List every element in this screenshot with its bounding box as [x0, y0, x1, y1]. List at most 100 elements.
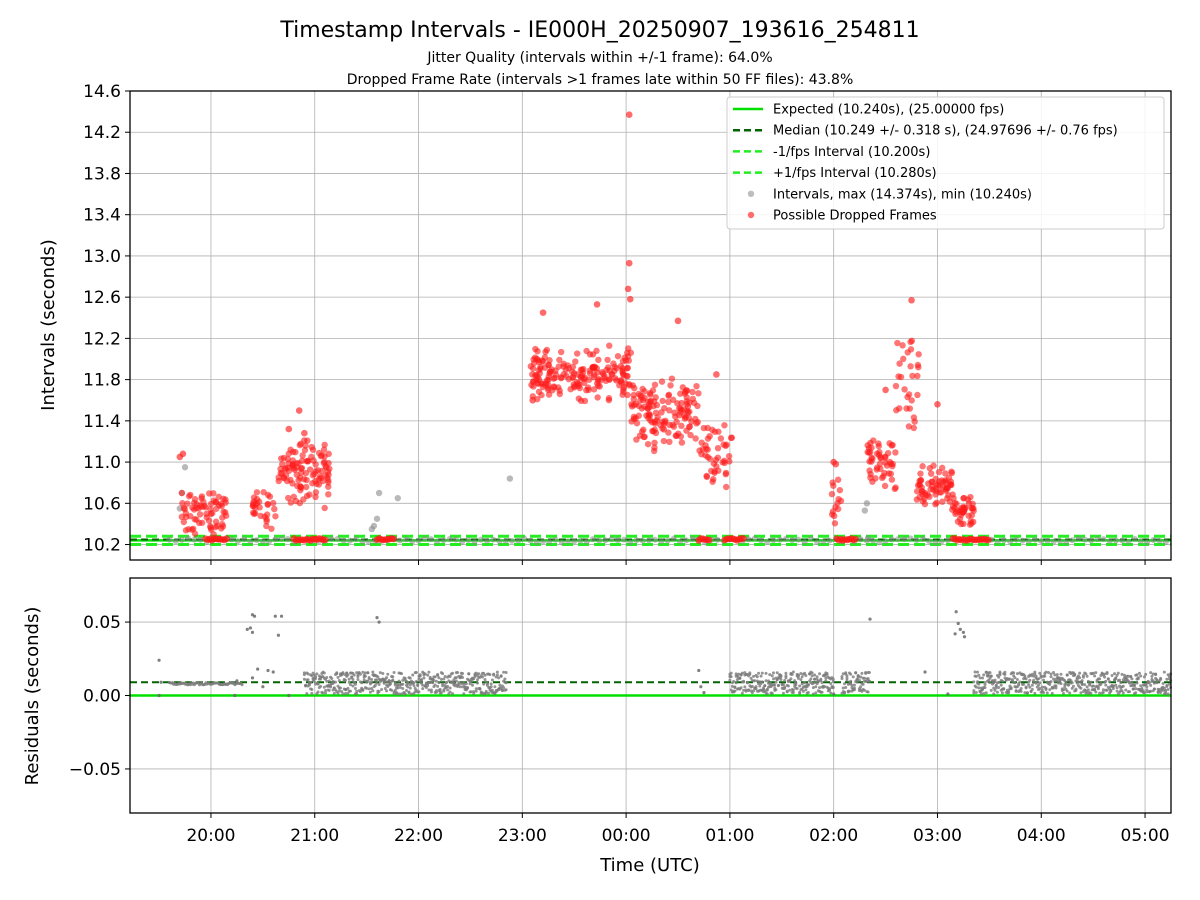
- residual-point: [1079, 686, 1083, 690]
- residual-point: [743, 685, 747, 689]
- residual-point: [1091, 684, 1095, 688]
- dropped-frame-point: [205, 517, 213, 524]
- dropped-frame-point: [665, 429, 672, 436]
- dropped-frame-point: [574, 350, 581, 357]
- residual-point: [1030, 683, 1034, 687]
- residual-point: [1065, 689, 1069, 693]
- residual-point: [759, 674, 763, 678]
- residual-point: [459, 682, 463, 686]
- residual-point: [1010, 678, 1014, 682]
- dropped-frame-point: [289, 457, 296, 464]
- dropped-frame-point: [529, 378, 537, 385]
- interval-point: [1075, 535, 1082, 542]
- legend-item-minus: -1/fps Interval (10.200s): [733, 145, 930, 160]
- residual-point: [418, 673, 422, 677]
- dropped-frame-point: [577, 366, 585, 374]
- interval-point: [558, 539, 565, 546]
- dropped-frame-point: [939, 498, 946, 505]
- residual-point: [321, 691, 325, 695]
- interval-point: [1088, 537, 1095, 544]
- interval-point: [533, 539, 540, 546]
- interval-point: [895, 536, 902, 543]
- residual-point: [472, 691, 476, 695]
- interval-point: [589, 536, 596, 543]
- residual-point: [1106, 677, 1110, 681]
- dropped-frame-point: [721, 422, 728, 429]
- residual-point: [307, 683, 311, 687]
- residual-point: [818, 672, 822, 676]
- residual-point: [763, 684, 767, 688]
- interval-point: [901, 536, 908, 543]
- interval-point: [677, 538, 684, 545]
- residual-point: [327, 679, 331, 683]
- residual-point: [1052, 671, 1056, 675]
- dropped-frame-point: [932, 500, 939, 508]
- dropped-frame-point: [929, 483, 936, 490]
- dropped-frame-point: [703, 473, 711, 481]
- dropped-frame-point: [207, 510, 215, 518]
- dropped-frame-point: [960, 520, 967, 528]
- interval-point: [994, 538, 1001, 545]
- dropped-frame-point: [306, 466, 314, 473]
- residual-point: [442, 689, 446, 693]
- intervals-y-ticks: 10.2 10.6 11.0 11.4 11.8 12.2 12.6 13.0 13.4 13.8…: [83, 82, 130, 556]
- residual-point: [840, 674, 844, 678]
- residual-point: [1083, 683, 1087, 687]
- interval-point: [932, 539, 939, 546]
- residual-point: [474, 687, 478, 691]
- residual-point: [1149, 689, 1153, 693]
- residual-point: [1013, 676, 1017, 680]
- dropped-frame-point: [875, 440, 882, 447]
- residual-point: [1000, 691, 1004, 695]
- residual-point: [1028, 678, 1032, 682]
- residual-point: [1085, 674, 1089, 678]
- dropped-frame-point: [295, 407, 303, 414]
- interval-point: [181, 464, 189, 471]
- residual-point: [842, 682, 846, 686]
- residual-point: [816, 679, 820, 683]
- dropped-frame-point: [873, 450, 881, 457]
- dropped-frame-point: [539, 309, 547, 316]
- residual-point: [461, 671, 465, 675]
- dropped-frame-point: [692, 435, 699, 442]
- residual-point: [796, 676, 800, 680]
- residual-point: [767, 679, 771, 683]
- residual-point: [768, 673, 772, 677]
- residual-point: [245, 627, 249, 632]
- residual-point: [1104, 683, 1108, 687]
- residual-point: [474, 689, 478, 693]
- residual-point: [1048, 688, 1052, 692]
- dropped-frame-point: [289, 462, 296, 469]
- residual-point: [824, 679, 828, 683]
- dropped-frame-point: [212, 518, 220, 525]
- interval-point: [375, 489, 383, 497]
- interval-point: [1100, 536, 1107, 543]
- residual-point: [864, 671, 868, 675]
- dropped-frame-point: [625, 111, 633, 119]
- interval-point: [340, 537, 347, 544]
- residual-point: [954, 610, 958, 614]
- residual-point: [500, 689, 504, 693]
- residual-point: [1078, 671, 1082, 675]
- residual-point: [337, 679, 341, 683]
- dropped-frame-point: [625, 259, 633, 267]
- residual-point: [847, 689, 851, 693]
- residual-point: [1002, 687, 1006, 691]
- interval-point: [427, 536, 434, 543]
- dropped-frame-point: [180, 518, 187, 526]
- dropped-frame-point: [874, 464, 881, 471]
- residual-point: [473, 675, 477, 679]
- residual-point: [854, 671, 858, 675]
- residual-point: [1045, 691, 1049, 695]
- interval-point: [571, 538, 578, 545]
- residual-point: [993, 678, 997, 682]
- residual-point: [1115, 673, 1119, 677]
- interval-point: [1000, 537, 1007, 544]
- interval-point: [434, 538, 441, 545]
- residual-point: [454, 676, 458, 680]
- dropped-frame-point: [300, 496, 307, 503]
- dropped-frame-point: [320, 459, 328, 467]
- residual-point: [429, 688, 433, 692]
- residual-point: [984, 691, 988, 695]
- residual-point: [982, 692, 986, 696]
